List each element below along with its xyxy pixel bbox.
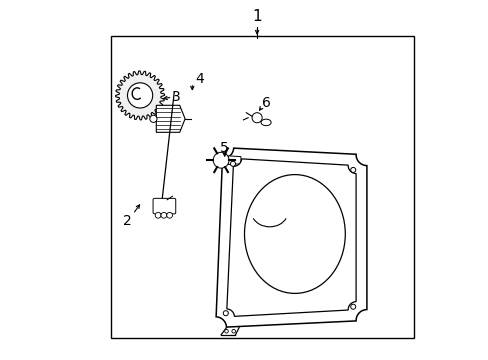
Text: 3: 3 <box>171 90 180 104</box>
Circle shape <box>230 161 235 166</box>
Circle shape <box>231 329 235 333</box>
Circle shape <box>350 304 355 309</box>
Circle shape <box>155 212 161 218</box>
Polygon shape <box>216 148 366 327</box>
Circle shape <box>223 311 228 316</box>
Circle shape <box>161 212 166 218</box>
Circle shape <box>224 329 228 333</box>
Circle shape <box>350 167 355 172</box>
FancyBboxPatch shape <box>153 198 175 214</box>
Circle shape <box>251 113 262 123</box>
Circle shape <box>127 83 152 108</box>
Circle shape <box>149 115 157 122</box>
Text: 2: 2 <box>123 215 132 228</box>
Text: 1: 1 <box>252 9 262 24</box>
Bar <box>111 36 413 338</box>
Polygon shape <box>115 71 164 120</box>
Text: 5: 5 <box>220 141 228 154</box>
Ellipse shape <box>244 175 345 293</box>
Polygon shape <box>226 159 355 316</box>
Circle shape <box>166 212 172 218</box>
Polygon shape <box>156 105 185 132</box>
Text: 6: 6 <box>261 96 270 109</box>
Text: 4: 4 <box>195 72 203 86</box>
Ellipse shape <box>261 119 270 126</box>
Polygon shape <box>228 156 241 165</box>
Circle shape <box>213 152 228 168</box>
